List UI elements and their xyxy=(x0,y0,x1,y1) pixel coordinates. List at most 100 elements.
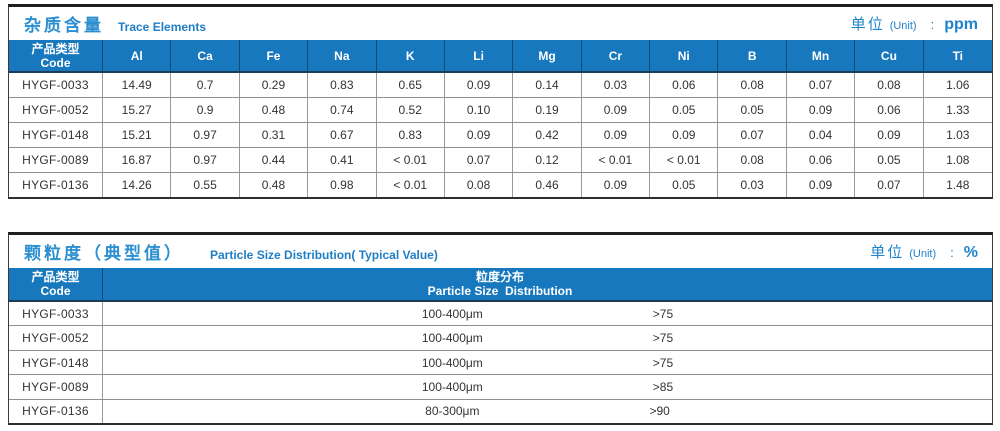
size-range: 100-400μm xyxy=(421,379,483,394)
cell: 0.06 xyxy=(650,73,719,97)
particle-col-code: 产品类型 Code xyxy=(9,268,103,300)
cell: < 0.01 xyxy=(377,148,445,172)
code-cell: HYGF-0136 xyxy=(9,399,103,424)
trace-title-en: Trace Elements xyxy=(118,20,207,34)
cell: 0.09 xyxy=(582,123,651,147)
cell: 0.04 xyxy=(787,123,856,147)
cell: 0.10 xyxy=(445,98,514,122)
trace-elements-table: 杂质含量 Trace Elements 单位 (Unit) : ppm 产品类型… xyxy=(8,4,993,199)
cell: 0.06 xyxy=(787,148,856,172)
particle-row-hygf-0148: HYGF-0148 100-400μm >75 xyxy=(9,350,992,376)
unit-value: % xyxy=(963,244,978,261)
trace-row-hygf-0033: HYGF-0033 14.49 0.7 0.29 0.83 0.65 0.09 … xyxy=(9,73,992,98)
cell: 0.52 xyxy=(377,98,445,122)
cell: 0.97 xyxy=(171,148,240,172)
cell: 0.08 xyxy=(718,73,787,97)
trace-title-bar: 杂质含量 Trace Elements 单位 (Unit) : ppm xyxy=(9,7,992,40)
cell: 0.42 xyxy=(513,123,582,147)
cell: 0.07 xyxy=(445,148,514,172)
cell: 0.83 xyxy=(377,123,445,147)
cell: 0.09 xyxy=(445,73,514,97)
unit-paren: (Unit) xyxy=(889,20,917,32)
cell: 1.33 xyxy=(946,103,970,117)
size-range: 100-400μm xyxy=(421,331,483,346)
trace-col-b: B xyxy=(718,40,787,71)
cell: 0.03 xyxy=(718,173,787,197)
cell: 0.09 xyxy=(855,123,924,147)
cell: 0.44 xyxy=(240,148,309,172)
cell: 0.05 xyxy=(650,98,719,122)
distribution-cell: 100-400μm >75 xyxy=(103,302,992,325)
distribution-cell: 100-400μm >75 xyxy=(103,326,992,349)
code-header-zh: 产品类型 xyxy=(31,270,80,284)
trace-title-zh: 杂质含量 xyxy=(24,16,104,35)
code-header-en: Code xyxy=(40,55,71,70)
cell: < 0.01 xyxy=(582,148,651,172)
particle-row-hygf-0136: HYGF-0136 80-300μm >90 xyxy=(9,399,992,424)
cell: 0.55 xyxy=(171,173,240,197)
trace-col-mg: Mg xyxy=(513,40,582,71)
cell: 0.08 xyxy=(855,73,924,97)
particle-title: 颗粒度（典型值） Particle Size Distribution( Typ… xyxy=(24,239,438,264)
particle-title-bar: 颗粒度（典型值） Particle Size Distribution( Typ… xyxy=(9,235,992,268)
cell: 0.67 xyxy=(308,123,377,147)
cell: 1.08 xyxy=(946,153,970,167)
size-range: 80-300μm xyxy=(425,404,480,419)
particle-row-hygf-0089: HYGF-0089 100-400μm >85 xyxy=(9,375,992,400)
cell: 0.14 xyxy=(513,73,582,97)
code-cell: HYGF-0089 xyxy=(9,375,103,399)
cell: 0.05 xyxy=(855,148,924,172)
particle-header-row: 产品类型 Code 粒度分布 Particle Size Distributio… xyxy=(9,268,992,302)
cell: 0.07 xyxy=(718,123,787,147)
trace-title: 杂质含量 Trace Elements xyxy=(24,11,206,36)
cell: 0.98 xyxy=(308,173,377,197)
code-cell: HYGF-0148 xyxy=(9,350,103,375)
trace-col-k: K xyxy=(377,40,445,71)
cell: < 0.01 xyxy=(650,148,719,172)
cell: 15.27 xyxy=(103,98,172,122)
cell: 0.09 xyxy=(650,123,719,147)
cell: 0.41 xyxy=(308,148,377,172)
particle-title-en: Particle Size Distribution( Typical Valu… xyxy=(210,248,438,262)
trace-col-al: Al xyxy=(103,40,172,71)
trace-header-row: 产品类型 Code Al Ca Fe Na K Li Mg Cr Ni B Mn… xyxy=(9,40,992,73)
cell: 0.07 xyxy=(787,73,856,97)
trace-col-ni: Ni xyxy=(650,40,719,71)
cell: 0.83 xyxy=(308,73,377,97)
percent-value: >90 xyxy=(649,404,670,419)
code-cell: HYGF-0148 xyxy=(9,123,103,147)
cell: 0.9 xyxy=(171,98,240,122)
distribution-cell: 100-400μm >85 xyxy=(103,375,992,398)
dist-header-zh: 粒度分布 xyxy=(475,270,524,284)
trace-col-cr: Cr xyxy=(582,40,651,71)
unit-label: 单位 xyxy=(850,16,885,33)
code-header-zh: 产品类型 xyxy=(31,41,80,56)
cell: 16.87 xyxy=(103,148,172,172)
cell: 0.19 xyxy=(513,98,582,122)
cell: 0.09 xyxy=(787,98,856,122)
cell: 0.12 xyxy=(513,148,582,172)
cell: 1.48 xyxy=(946,178,970,192)
cell: 0.06 xyxy=(855,98,924,122)
cell: 0.74 xyxy=(308,98,377,122)
size-range: 100-400μm xyxy=(421,355,483,370)
cell: 0.97 xyxy=(171,123,240,147)
code-cell: HYGF-0033 xyxy=(9,73,103,97)
cell: 0.05 xyxy=(650,173,719,197)
trace-row-hygf-0148: HYGF-0148 15.21 0.97 0.31 0.67 0.83 0.09… xyxy=(9,123,992,148)
cell: 14.49 xyxy=(103,73,172,97)
trace-col-code: 产品类型 Code xyxy=(9,40,103,71)
trace-row-hygf-0052: HYGF-0052 15.27 0.9 0.48 0.74 0.52 0.10 … xyxy=(9,98,992,123)
trace-col-ca: Ca xyxy=(171,40,240,71)
cell: 0.48 xyxy=(240,98,309,122)
code-cell: HYGF-0136 xyxy=(9,173,103,197)
code-cell: HYGF-0052 xyxy=(9,326,103,350)
unit-colon: : xyxy=(950,245,954,260)
trace-col-mn: Mn xyxy=(787,40,856,71)
cell: < 0.01 xyxy=(377,173,445,197)
cell: 14.26 xyxy=(103,173,172,197)
percent-value: >75 xyxy=(652,355,674,370)
cell: 0.09 xyxy=(445,123,514,147)
cell: 0.09 xyxy=(787,173,856,197)
cell: 0.48 xyxy=(240,173,309,197)
